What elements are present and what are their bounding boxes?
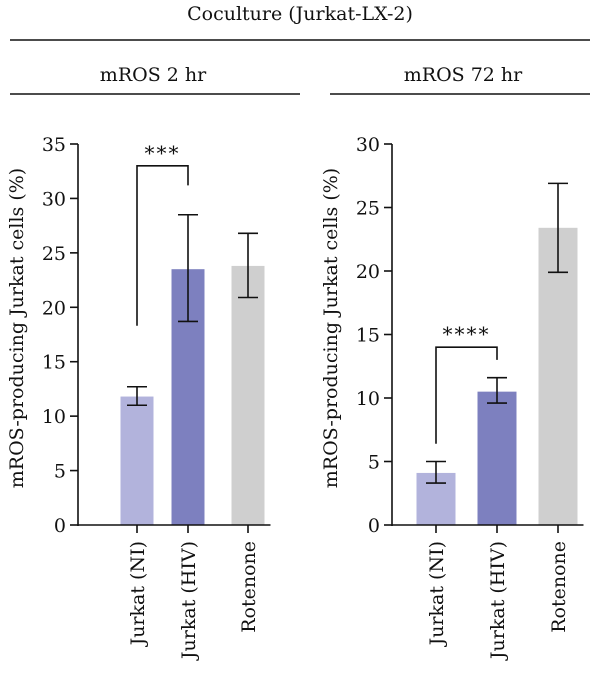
panel-1-x-tick-label-1: Jurkat (NI)	[127, 541, 149, 647]
figure-title: Coculture (Jurkat-LX-2)	[187, 3, 413, 25]
panel-2-x-tick-label-3: Rotenone	[548, 541, 570, 633]
panel-1-y-tick-label-5: 20	[42, 297, 66, 319]
panel-2-significance-bracket	[435, 346, 498, 444]
panel-1-bar-3	[231, 265, 265, 525]
panel-2-bar-2	[477, 391, 517, 525]
panel-2-x-tick-label-1: Jurkat (NI)	[426, 541, 448, 647]
panel-1-y-tick-label-8: 35	[42, 134, 66, 156]
panel-1-y-tick-label-2: 5	[54, 461, 66, 483]
panel-1-significance-label: ***	[145, 141, 181, 165]
panel-1-significance-bracket	[136, 164, 189, 326]
panel-2-ylabel: mROS-producing Jurkat cells (%)	[320, 168, 342, 488]
panel-2-y-tick-label-1: 0	[368, 515, 380, 537]
panel-2-plot: 0 5 10 15 20 25 30 Jurkat (NI) Jurkat (HIV) Roten…	[356, 134, 584, 661]
panel-2-y-tick-label-3: 10	[356, 388, 380, 410]
panel-1-x-tick-label-2: Jurkat (HIV)	[178, 541, 200, 661]
panel-1-y-tick-label-6: 25	[42, 243, 66, 265]
panel-1-y-tick-label-4: 15	[42, 352, 66, 374]
panel-2-y-tick-label-4: 15	[356, 325, 380, 347]
panel-1-bar-1	[120, 396, 154, 525]
panel-1-y-tick-label-1: 0	[54, 515, 66, 537]
panel-1-plot: 0 5 10 15 20 25 30 35 Jurkat (NI) Jurkat (HIV) Rot…	[42, 134, 271, 661]
panel-1-x-tick-label-3: Rotenone	[238, 541, 260, 633]
panel-2-y-tick-label-2: 5	[368, 452, 380, 474]
panel-2-bar-3	[538, 227, 578, 525]
panel-2-x-tick-label-2: Jurkat (HIV)	[487, 541, 509, 661]
panel-2-significance-label: ****	[443, 322, 491, 346]
panel-2-y-tick-label-7: 30	[356, 134, 380, 156]
panel-1-ylabel: mROS-producing Jurkat cells (%)	[6, 168, 28, 488]
panel-1-y-tick-label-3: 10	[42, 406, 66, 428]
panel-2-y-tick-label-6: 25	[356, 198, 380, 220]
panel-2-title: mROS 72 hr	[404, 64, 523, 86]
panel-2-y-tick-label-5: 20	[356, 261, 380, 283]
panel-1-y-tick-label-7: 30	[42, 188, 66, 210]
panel-1-title: mROS 2 hr	[100, 64, 207, 86]
